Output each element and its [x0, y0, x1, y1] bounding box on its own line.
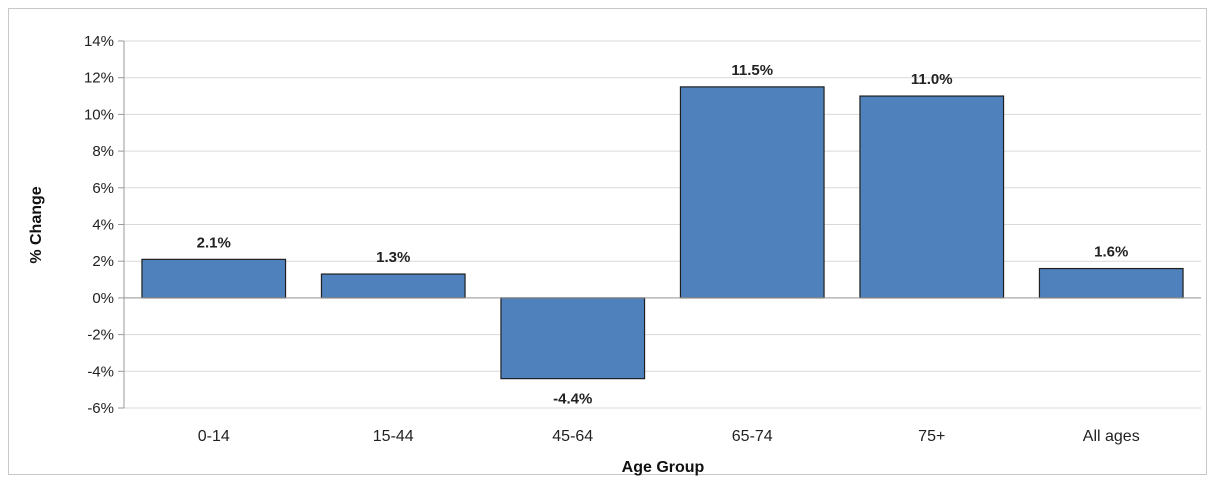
y-tick-label: -2% — [87, 327, 114, 344]
y-tick-label: 14% — [84, 33, 114, 50]
y-tick-label: 0% — [92, 290, 114, 307]
y-tick-label: 10% — [84, 106, 114, 123]
data-label: -4.4% — [553, 391, 592, 408]
data-label: 11.0% — [911, 71, 953, 88]
y-axis-title: % Change — [28, 186, 45, 263]
bar-75- — [859, 95, 1005, 299]
x-tick-label: 15-44 — [373, 428, 414, 445]
y-tick-label: 4% — [92, 217, 114, 234]
bar-0-14 — [141, 258, 287, 299]
bars — [141, 86, 1184, 380]
axes — [123, 41, 1201, 408]
bar-all-ages — [1038, 267, 1184, 299]
data-label: 1.6% — [1094, 244, 1128, 261]
y-tick-label: 2% — [92, 253, 114, 270]
y-tick-label: 8% — [92, 143, 114, 160]
data-label: 1.3% — [376, 249, 410, 266]
x-tick-labels: 0-14 15-44 45-64 65-74 75+ All ages — [198, 428, 1140, 445]
x-tick-label: 65-74 — [732, 428, 773, 445]
bar-65-74 — [679, 86, 825, 299]
y-tick-label: 6% — [92, 180, 114, 197]
gridlines — [118, 40, 1201, 409]
x-tick-label: 45-64 — [552, 428, 593, 445]
x-tick-label: 0-14 — [198, 428, 230, 445]
y-tick-label: 12% — [84, 70, 114, 87]
x-tick-label: All ages — [1083, 428, 1140, 445]
x-axis-title: Age Group — [622, 459, 705, 476]
x-tick-label: 75+ — [918, 428, 945, 445]
y-tick-label: -4% — [87, 363, 114, 380]
data-labels: 2.1% 1.3% -4.4% 11.5% 11.0% 1.6% — [197, 62, 1129, 408]
bar-45-64 — [500, 297, 646, 380]
y-tick-label: -6% — [87, 400, 114, 417]
y-tick-labels: -6% -4% -2% 0% 2% 4% 6% 8% 10% 12% 14% — [84, 33, 114, 417]
data-label: 11.5% — [731, 62, 773, 79]
bar-15-44 — [320, 273, 466, 299]
data-label: 2.1% — [197, 234, 231, 251]
chart-frame — [8, 8, 1207, 475]
